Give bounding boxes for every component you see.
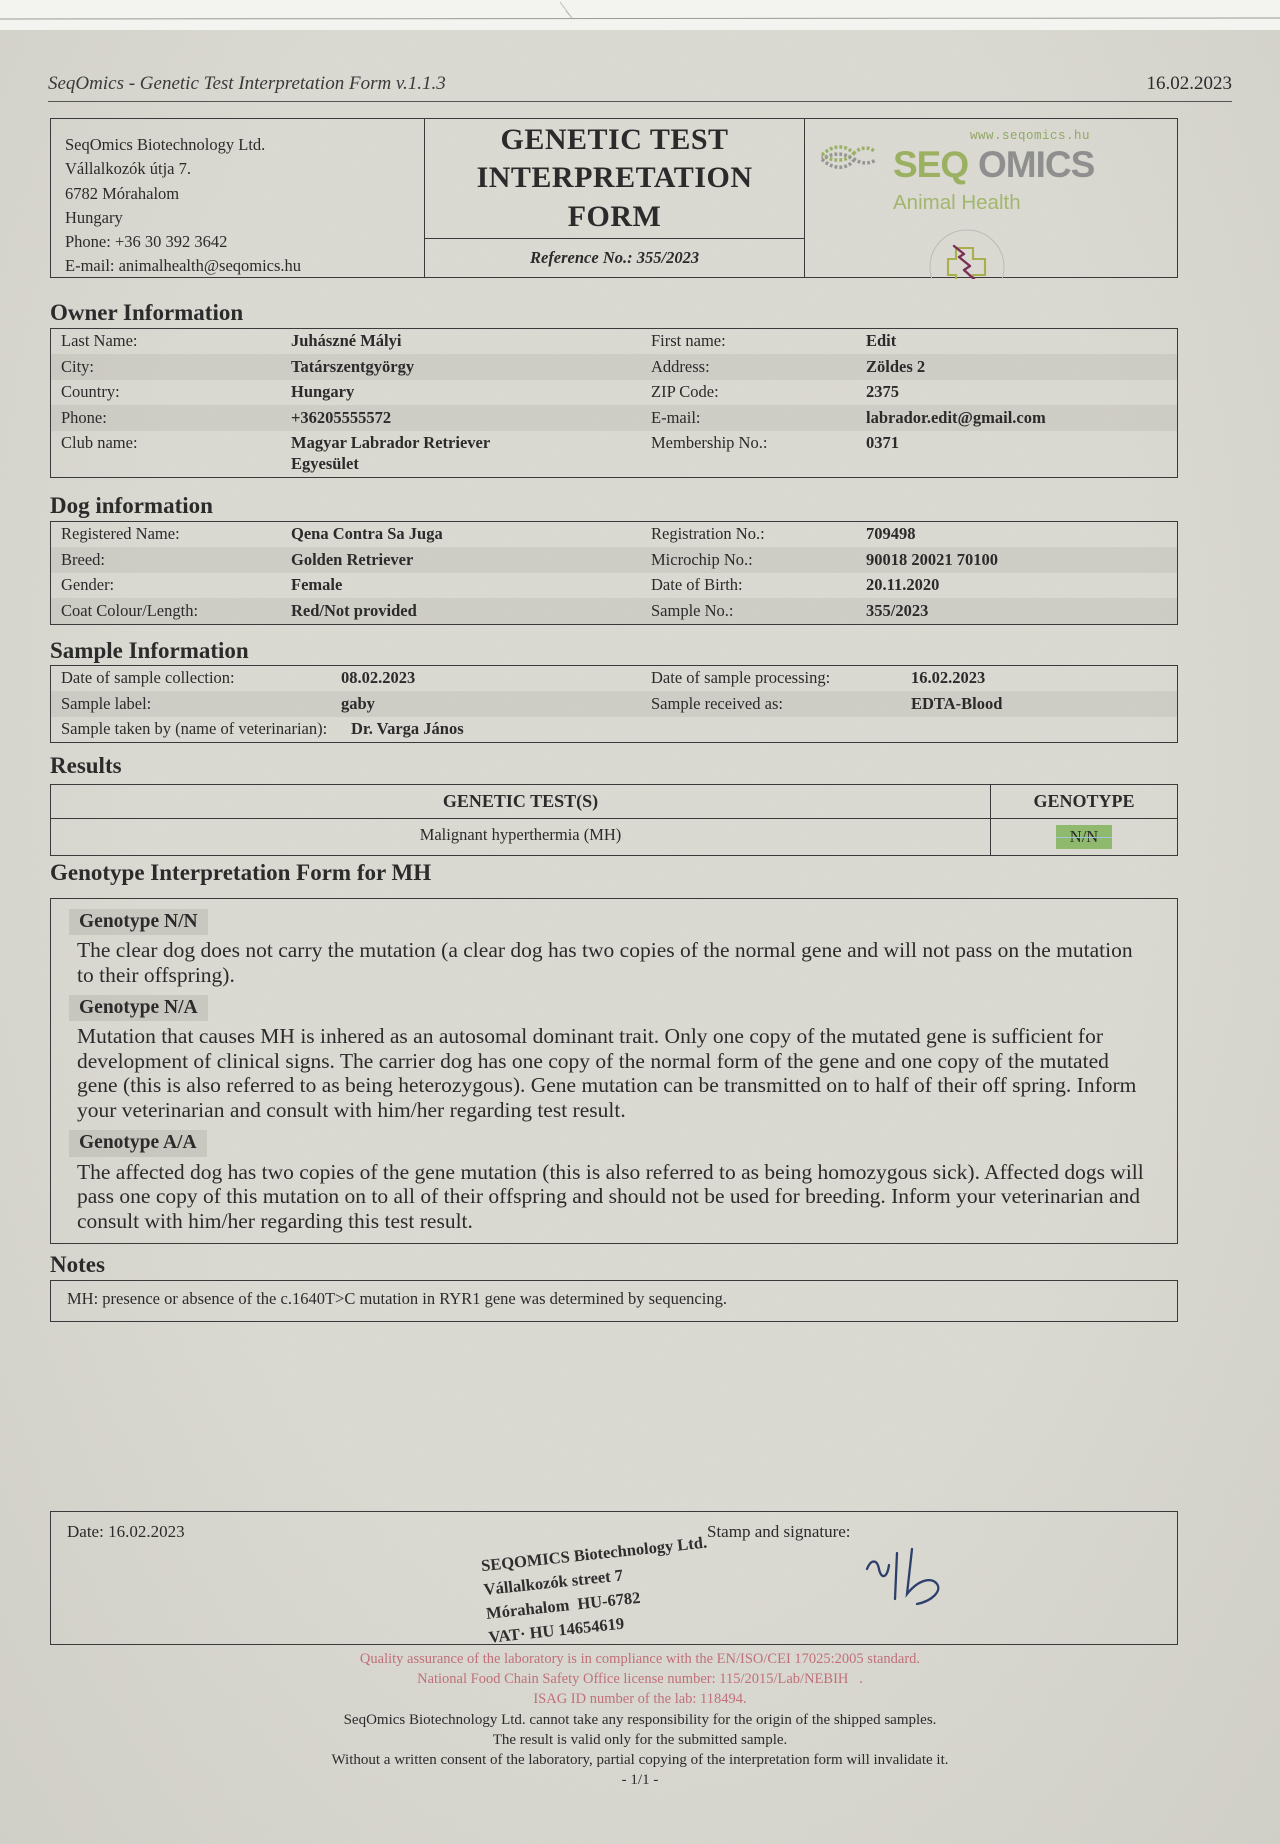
svg-text:Animal Health: Animal Health: [893, 191, 1021, 214]
svg-text:www.seqomics.hu: www.seqomics.hu: [970, 129, 1090, 143]
svg-text:OMICS: OMICS: [978, 144, 1095, 185]
svg-text:SEQ: SEQ: [893, 144, 968, 185]
